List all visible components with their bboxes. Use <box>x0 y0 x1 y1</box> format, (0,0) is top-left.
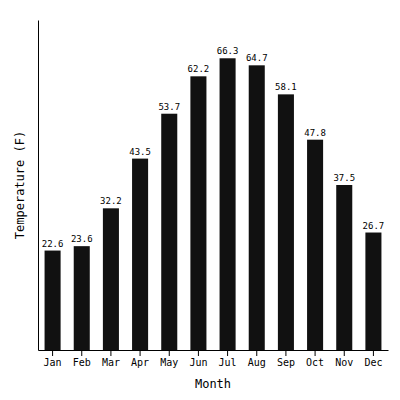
bar <box>278 94 294 350</box>
plot: 22.6 23.6 32.2 43.5 53.7 62.2 66.3 64.7 58.1 47.8… <box>39 21 389 369</box>
y-axis <box>38 21 39 351</box>
x-tick-label: Mar <box>102 357 120 368</box>
bar <box>132 159 148 350</box>
data-label: 22.6 <box>42 239 64 249</box>
bar <box>307 140 323 350</box>
x-tick: Dec <box>364 350 382 368</box>
x-tick-mark <box>227 350 228 356</box>
y-axis-line <box>38 21 39 351</box>
x-tick: Jun <box>189 350 207 368</box>
x-tick: Jul <box>219 350 237 368</box>
x-tick: Apr <box>131 350 149 368</box>
x-tick-label: Jul <box>219 357 237 368</box>
x-tick: Oct <box>306 350 324 368</box>
x-tick-label: Aug <box>248 357 266 368</box>
x-axis-line <box>39 350 389 351</box>
x-tick: Mar <box>102 350 120 368</box>
x-tick-label: Nov <box>335 357 353 368</box>
x-tick-label: Jun <box>189 357 207 368</box>
bar <box>45 251 61 350</box>
x-tick-mark <box>110 350 111 356</box>
x-tick: Aug <box>248 350 266 368</box>
x-tick-label: Feb <box>73 357 91 368</box>
data-label: 64.7 <box>246 53 268 63</box>
x-tick-mark <box>169 350 170 356</box>
x-tick-mark <box>344 350 345 356</box>
x-tick: Jan <box>44 350 62 368</box>
data-label: 26.7 <box>363 221 385 231</box>
x-tick-mark <box>140 350 141 356</box>
x-tick-mark <box>315 350 316 356</box>
x-tick-label: Oct <box>306 357 324 368</box>
data-label: 32.2 <box>100 196 122 206</box>
x-tick-label: Jan <box>44 357 62 368</box>
x-tick: Feb <box>73 350 91 368</box>
bar <box>336 185 352 350</box>
x-tick-label: Apr <box>131 357 149 368</box>
data-label: 58.1 <box>275 82 297 92</box>
bar <box>365 233 381 350</box>
x-tick-mark <box>373 350 374 356</box>
bar <box>220 58 236 350</box>
chart: 22.6 23.6 32.2 43.5 53.7 62.2 66.3 64.7 58.1 47.8… <box>0 0 400 400</box>
bar <box>161 114 177 350</box>
x-tick-mark <box>198 350 199 356</box>
data-label: 37.5 <box>333 173 355 183</box>
data-label: 47.8 <box>304 128 326 138</box>
x-tick: May <box>160 350 178 368</box>
y-axis-title: Temperature (F) <box>13 131 27 239</box>
x-tick-label: Sep <box>277 357 295 368</box>
data-label: 53.7 <box>158 102 180 112</box>
data-label: 62.2 <box>188 64 210 74</box>
x-tick-mark <box>256 350 257 356</box>
bar <box>249 65 265 350</box>
x-tick-mark <box>52 350 53 356</box>
bar <box>74 246 90 350</box>
x-axis-title: Month <box>195 377 231 391</box>
x-tick-label: Dec <box>364 357 382 368</box>
x-tick-label: May <box>160 357 178 368</box>
x-tick-mark <box>81 350 82 356</box>
bar <box>103 208 119 350</box>
data-label: 23.6 <box>71 234 93 244</box>
x-tick: Sep <box>277 350 295 368</box>
bars <box>45 58 382 350</box>
x-tick-mark <box>285 350 286 356</box>
x-axis: Jan Feb Mar Apr May Jun Jul Aug Sep Oct Nov Dec <box>39 350 389 368</box>
data-label: 66.3 <box>217 46 239 56</box>
data-labels: 22.6 23.6 32.2 43.5 53.7 62.2 66.3 64.7 58.1 47.8… <box>42 46 385 248</box>
x-tick: Nov <box>335 350 353 368</box>
bar <box>190 76 206 350</box>
data-label: 43.5 <box>129 147 151 157</box>
